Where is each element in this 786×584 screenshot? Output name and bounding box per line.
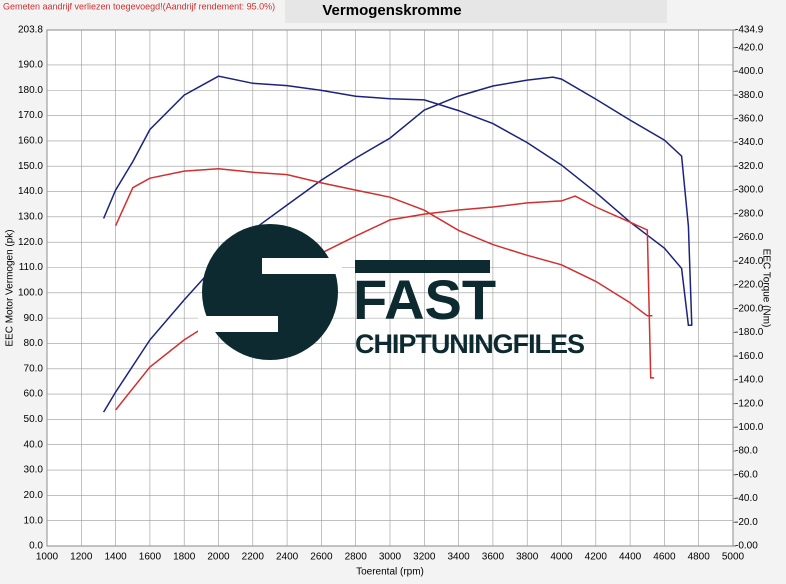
y2-tick-label: -340.0 <box>735 137 764 148</box>
y-tick-label: 60.0 <box>24 389 44 400</box>
y-tick-label: 140.0 <box>18 186 43 197</box>
y2-tick-label: -434.9 <box>735 25 764 36</box>
y2-tick-label: -0.00 <box>735 541 758 552</box>
y2-tick-label: -400.0 <box>735 66 764 77</box>
x-tick-label: 3200 <box>413 552 436 563</box>
y2-tick-label: -60.0 <box>735 469 758 480</box>
data-line <box>102 76 693 413</box>
x-tick-label: 4200 <box>585 552 608 563</box>
y-tick-label: 80.0 <box>24 338 44 349</box>
x-tick-label: 1400 <box>104 552 127 563</box>
y-tick-label: 203.8 <box>18 25 43 36</box>
y2-tick-label: -100.0 <box>735 422 764 433</box>
x-tick-label: 4000 <box>550 552 573 563</box>
y-tick-label: 130.0 <box>18 211 43 222</box>
x-tick-label: 2800 <box>345 552 368 563</box>
y2-tick-label: -200.0 <box>735 303 764 314</box>
y2-tick-label: -20.0 <box>735 517 758 528</box>
logo-circle <box>202 224 338 360</box>
y-tick-label: 10.0 <box>24 515 44 526</box>
x-tick-label: 4600 <box>653 552 676 563</box>
y2-tick-label: -140.0 <box>735 375 764 386</box>
y2-tick-label: -220.0 <box>735 280 764 291</box>
y-tick-label: 180.0 <box>18 85 43 96</box>
x-tick-label: 4800 <box>688 552 711 563</box>
x-tick-label: 2200 <box>242 552 265 563</box>
y-tick-label: 120.0 <box>18 237 43 248</box>
x-tick-label: 3000 <box>379 552 402 563</box>
y2-tick-label: -160.0 <box>735 351 764 362</box>
x-tick-label: 1800 <box>173 552 196 563</box>
data-line <box>114 167 653 317</box>
x-tick-label: 2600 <box>310 552 333 563</box>
y2-tick-label: -300.0 <box>735 185 764 196</box>
y2-axis-label: EEC Torque (Nm) <box>760 249 771 328</box>
y2-tick-label: -180.0 <box>735 327 764 338</box>
y-tick-label: 30.0 <box>24 465 44 476</box>
chart-title: Vermogenskromme <box>322 2 461 19</box>
x-tick-label: 5000 <box>722 552 745 563</box>
x-tick-label: 1200 <box>70 552 93 563</box>
x-tick-label: 1000 <box>36 552 59 563</box>
title-box <box>285 0 667 23</box>
y2-tick-label: -240.0 <box>735 256 764 267</box>
y-tick-label: 70.0 <box>24 363 44 374</box>
y-tick-label: 40.0 <box>24 439 44 450</box>
note: Gemeten aandrijf verliezen toegevoegd!(A… <box>3 1 275 11</box>
logo: FAST CHIPTUNINGFILES <box>198 224 585 360</box>
logo-cut <box>198 316 278 332</box>
y2-tick-label: -120.0 <box>735 398 764 409</box>
x-tick-label: 1600 <box>139 552 162 563</box>
y2-tick-label: -420.0 <box>735 42 764 53</box>
y2-tick-label: -380.0 <box>735 90 764 101</box>
y2-tick-label: -360.0 <box>735 114 764 125</box>
logo-cut <box>262 258 342 274</box>
y-tick-label: 20.0 <box>24 490 44 501</box>
y-tick-label: 90.0 <box>24 313 44 324</box>
x-tick-label: 3800 <box>516 552 539 563</box>
y-tick-label: 50.0 <box>24 414 44 425</box>
x-tick-label: 3400 <box>447 552 470 563</box>
y-tick-label: 160.0 <box>18 136 43 147</box>
y-tick-label: 150.0 <box>18 161 43 172</box>
y-tick-label: 170.0 <box>18 110 43 121</box>
x-tick-label: 4400 <box>619 552 642 563</box>
y2-tick-label: -280.0 <box>735 208 764 219</box>
y2-tick-label: -40.0 <box>735 493 758 504</box>
y2-tick-label: -80.0 <box>735 446 758 457</box>
x-tick-label: 2400 <box>276 552 299 563</box>
y2-tick-label: -320.0 <box>735 161 764 172</box>
y-tick-label: 0.0 <box>29 541 43 552</box>
x-axis-label: Toerental (rpm) <box>356 567 424 578</box>
logo-text: FAST <box>353 268 496 331</box>
logo-text: CHIPTUNINGFILES <box>355 329 585 359</box>
y2-tick-label: -260.0 <box>735 232 764 243</box>
y-tick-label: 190.0 <box>18 60 43 71</box>
x-tick-label: 2000 <box>207 552 230 563</box>
logo-bar <box>355 260 490 273</box>
x-tick-label: 3600 <box>482 552 505 563</box>
y-tick-label: 100.0 <box>18 287 43 298</box>
y-tick-label: 110.0 <box>19 262 44 273</box>
y-axis-label: EEC Motor Vermogen (pk) <box>5 229 16 346</box>
